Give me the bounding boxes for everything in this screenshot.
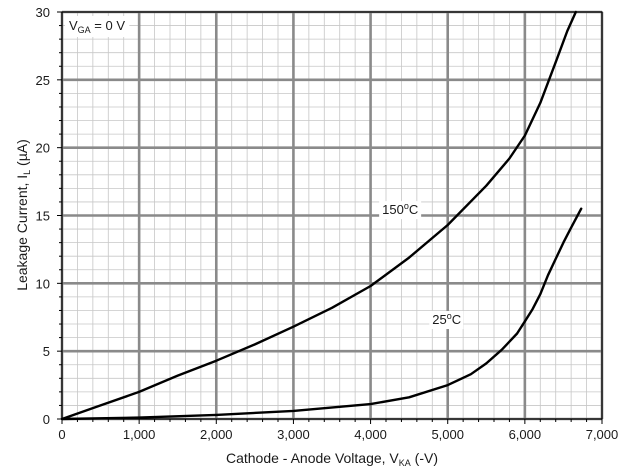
y-axis-label-main: Leakage Current, I (14, 175, 30, 291)
x-tick-label: 7,000 (586, 427, 619, 442)
series-label-unit: C (452, 312, 461, 327)
y-tick-label: 5 (43, 344, 50, 359)
y-tick-label: 25 (36, 73, 50, 88)
y-tick-label: 10 (36, 276, 50, 291)
condition-main: V (69, 18, 78, 33)
x-axis-label-main: Cathode - Anode Voltage, V (226, 450, 399, 466)
x-axis-label: Cathode - Anode Voltage, VKA (-V) (226, 450, 438, 468)
condition-suffix: = 0 V (91, 18, 126, 33)
x-tick-label: 0 (58, 427, 65, 442)
x-axis-label-sub: KA (399, 458, 411, 468)
series-label-value: 25 (432, 312, 446, 327)
y-axis-label: Leakage Current, IL (µA) (14, 139, 32, 291)
y-tick-label: 30 (36, 5, 50, 20)
x-tick-label: 3,000 (277, 427, 310, 442)
series-label-unit: C (409, 202, 418, 217)
y-tick-label: 0 (43, 412, 50, 427)
y-axis-label-suffix: (µA) (14, 139, 30, 170)
x-axis-label-suffix: (-V) (411, 450, 438, 466)
x-tick-label: 6,000 (509, 427, 542, 442)
x-tick-label: 4,000 (354, 427, 387, 442)
y-tick-label: 20 (36, 141, 50, 156)
series-label-150c: 150oC (382, 201, 418, 217)
y-tick-label: 15 (36, 209, 50, 224)
x-tick-label: 5,000 (431, 427, 464, 442)
x-tick-label: 2,000 (200, 427, 233, 442)
series-label-value: 150 (382, 202, 404, 217)
series-label-25c: 25oC (432, 311, 461, 327)
x-tick-label: 1,000 (123, 427, 156, 442)
condition-sub: GA (78, 25, 91, 35)
condition-annotation: VGA = 0 V (69, 18, 125, 35)
